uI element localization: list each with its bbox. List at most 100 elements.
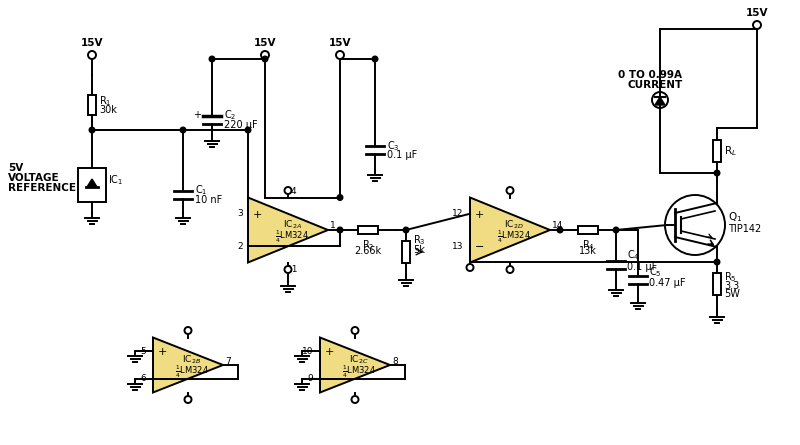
Circle shape	[665, 195, 725, 255]
Text: CURRENT: CURRENT	[627, 80, 682, 90]
Circle shape	[466, 264, 474, 271]
Circle shape	[338, 227, 343, 233]
Circle shape	[245, 127, 251, 133]
Text: 3.3: 3.3	[724, 281, 739, 291]
Text: 0 TO 0.99A: 0 TO 0.99A	[618, 70, 682, 80]
Text: 2.66k: 2.66k	[354, 246, 382, 256]
Text: 220 μF: 220 μF	[224, 120, 258, 130]
FancyBboxPatch shape	[358, 226, 378, 234]
Text: 2: 2	[238, 242, 243, 251]
Circle shape	[336, 51, 344, 59]
Polygon shape	[470, 198, 550, 263]
Circle shape	[210, 56, 214, 62]
Text: 5V: 5V	[8, 163, 23, 173]
Text: REFERENCE: REFERENCE	[8, 183, 76, 193]
Circle shape	[403, 227, 409, 233]
Text: +: +	[325, 347, 334, 357]
Circle shape	[506, 266, 514, 273]
Text: R$_3$: R$_3$	[413, 233, 426, 247]
Circle shape	[506, 187, 514, 194]
Text: TIP142: TIP142	[728, 224, 762, 234]
Text: 6: 6	[140, 374, 146, 383]
Text: $\frac{1}{4}$LM324: $\frac{1}{4}$LM324	[342, 364, 376, 380]
Text: R$_L$: R$_L$	[724, 144, 737, 158]
FancyBboxPatch shape	[578, 226, 598, 234]
Text: 12: 12	[452, 209, 463, 218]
Polygon shape	[655, 97, 665, 105]
Polygon shape	[87, 179, 97, 187]
Text: 0.47 μF: 0.47 μF	[649, 278, 686, 288]
Text: −: −	[158, 375, 167, 385]
Text: IC$_{2A}$: IC$_{2A}$	[282, 219, 302, 231]
FancyBboxPatch shape	[713, 140, 721, 162]
Polygon shape	[248, 198, 328, 263]
Circle shape	[262, 56, 268, 62]
Circle shape	[753, 21, 761, 29]
Text: C$_2$: C$_2$	[224, 108, 237, 122]
Circle shape	[285, 266, 291, 273]
Text: $\frac{1}{4}$LM324: $\frac{1}{4}$LM324	[175, 364, 209, 380]
FancyBboxPatch shape	[713, 273, 721, 295]
Text: $\frac{1}{4}$LM324: $\frac{1}{4}$LM324	[497, 229, 531, 245]
Text: IC$_{2C}$: IC$_{2C}$	[350, 354, 369, 366]
FancyBboxPatch shape	[402, 241, 410, 263]
Text: +: +	[253, 210, 262, 220]
Polygon shape	[153, 337, 223, 392]
Text: 30k: 30k	[99, 105, 117, 115]
Circle shape	[372, 56, 378, 62]
Text: 13: 13	[451, 242, 463, 251]
Text: 8: 8	[392, 356, 398, 365]
Circle shape	[714, 170, 720, 176]
Text: +: +	[158, 347, 167, 357]
Circle shape	[185, 396, 191, 403]
Circle shape	[261, 51, 269, 59]
Circle shape	[90, 127, 95, 133]
Text: −: −	[253, 242, 262, 252]
Text: $\frac{1}{4}$LM324: $\frac{1}{4}$LM324	[275, 229, 309, 245]
Circle shape	[185, 327, 191, 334]
Circle shape	[285, 187, 291, 194]
Text: VOLTAGE: VOLTAGE	[8, 173, 60, 183]
Text: 15V: 15V	[254, 38, 276, 48]
FancyBboxPatch shape	[88, 95, 96, 115]
Text: C$_5$: C$_5$	[649, 265, 662, 279]
Circle shape	[614, 227, 619, 233]
Text: C$_3$: C$_3$	[387, 139, 400, 153]
Circle shape	[180, 127, 186, 133]
Text: R$_5$: R$_5$	[724, 270, 737, 284]
Text: R$_2$: R$_2$	[362, 238, 374, 252]
Text: 15V: 15V	[746, 8, 768, 18]
Text: C$_1$: C$_1$	[195, 183, 207, 197]
Text: +: +	[193, 110, 201, 120]
Text: 4: 4	[290, 186, 296, 195]
Text: −: −	[475, 242, 484, 252]
Text: +: +	[475, 210, 484, 220]
Text: R$_1$: R$_1$	[99, 94, 111, 108]
Text: 9: 9	[307, 374, 313, 383]
Text: 1: 1	[330, 222, 336, 231]
Circle shape	[558, 227, 562, 233]
Text: C$_4$: C$_4$	[627, 248, 640, 262]
Circle shape	[652, 92, 668, 108]
Text: 7: 7	[225, 356, 230, 365]
Circle shape	[338, 195, 343, 200]
Text: 10 nF: 10 nF	[195, 195, 222, 205]
Text: 15V: 15V	[329, 38, 351, 48]
Text: −: −	[325, 375, 334, 385]
Polygon shape	[320, 337, 390, 392]
FancyBboxPatch shape	[78, 168, 106, 202]
Text: 0.1 μF: 0.1 μF	[387, 150, 418, 160]
Text: 11: 11	[287, 264, 298, 274]
Circle shape	[351, 327, 358, 334]
Text: 10: 10	[302, 347, 313, 356]
Text: 5: 5	[140, 347, 146, 356]
Text: 5W: 5W	[724, 289, 740, 299]
Text: 13k: 13k	[579, 246, 597, 256]
Text: R$_4$: R$_4$	[582, 238, 594, 252]
Text: 15V: 15V	[81, 38, 103, 48]
Circle shape	[88, 51, 96, 59]
Text: 14: 14	[552, 222, 563, 231]
Circle shape	[714, 259, 720, 265]
Circle shape	[351, 396, 358, 403]
Text: IC$_{2B}$: IC$_{2B}$	[182, 354, 202, 366]
